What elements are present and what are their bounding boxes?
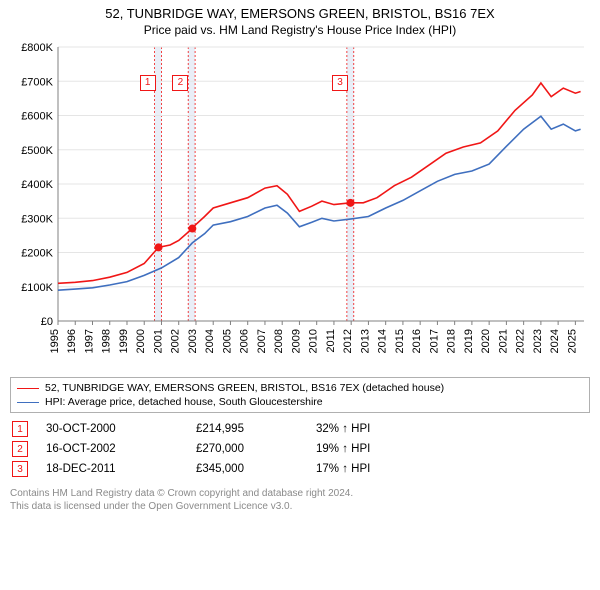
- svg-text:2012: 2012: [342, 329, 354, 353]
- svg-text:2002: 2002: [170, 329, 182, 353]
- svg-text:2001: 2001: [152, 329, 164, 353]
- legend-label-property: 52, TUNBRIDGE WAY, EMERSONS GREEN, BRIST…: [45, 381, 444, 395]
- svg-text:2019: 2019: [463, 329, 475, 353]
- svg-text:2017: 2017: [428, 329, 440, 353]
- chart-subtitle: Price paid vs. HM Land Registry's House …: [10, 23, 590, 37]
- tx-badge: 2: [12, 441, 28, 457]
- svg-text:2013: 2013: [359, 329, 371, 353]
- legend-row-hpi: HPI: Average price, detached house, Sout…: [17, 395, 583, 409]
- svg-text:2025: 2025: [566, 329, 578, 353]
- svg-text:2007: 2007: [256, 329, 268, 353]
- chart-container: 52, TUNBRIDGE WAY, EMERSONS GREEN, BRIST…: [0, 0, 600, 590]
- svg-text:£800K: £800K: [21, 43, 53, 54]
- svg-text:2011: 2011: [325, 329, 337, 353]
- svg-text:£500K: £500K: [21, 145, 53, 157]
- footer-line-1: Contains HM Land Registry data © Crown c…: [10, 487, 590, 500]
- svg-text:2020: 2020: [480, 329, 492, 353]
- title-block: 52, TUNBRIDGE WAY, EMERSONS GREEN, BRIST…: [10, 6, 590, 37]
- svg-text:£100K: £100K: [21, 282, 53, 294]
- tx-pct: 17% ↑ HPI: [316, 463, 426, 475]
- tx-pct: 32% ↑ HPI: [316, 423, 426, 435]
- svg-text:2009: 2009: [290, 329, 302, 353]
- table-row: 3 18-DEC-2011 £345,000 17% ↑ HPI: [10, 459, 590, 479]
- tx-price: £270,000: [196, 443, 316, 455]
- svg-text:1996: 1996: [66, 329, 78, 353]
- svg-text:2015: 2015: [394, 329, 406, 353]
- chart-svg: £0 £100K £200K £300K £400K £500K £600K £700K £80…: [10, 43, 590, 373]
- transactions-table: 1 30-OCT-2000 £214,995 32% ↑ HPI 2 16-OC…: [10, 419, 590, 479]
- chart-area: £0 £100K £200K £300K £400K £500K £600K £700K £80…: [10, 43, 590, 373]
- tx-badge: 1: [12, 421, 28, 437]
- tx-date: 16-OCT-2002: [46, 443, 196, 455]
- svg-text:2000: 2000: [135, 329, 147, 353]
- svg-text:2005: 2005: [221, 329, 233, 353]
- tx-date: 18-DEC-2011: [46, 463, 196, 475]
- svg-text:2003: 2003: [187, 329, 199, 353]
- svg-text:£600K: £600K: [21, 111, 53, 123]
- svg-text:2008: 2008: [273, 329, 285, 353]
- svg-text:2022: 2022: [515, 329, 527, 353]
- svg-text:£400K: £400K: [21, 179, 53, 191]
- legend-row-property: 52, TUNBRIDGE WAY, EMERSONS GREEN, BRIST…: [17, 381, 583, 395]
- legend-swatch-property: [17, 388, 39, 389]
- svg-text:2006: 2006: [239, 329, 251, 353]
- svg-text:£700K: £700K: [21, 76, 53, 88]
- svg-text:1999: 1999: [118, 329, 130, 353]
- svg-text:1997: 1997: [83, 329, 95, 353]
- legend-swatch-hpi: [17, 402, 39, 403]
- svg-text:2023: 2023: [532, 329, 544, 353]
- tx-price: £345,000: [196, 463, 316, 475]
- svg-text:2016: 2016: [411, 329, 423, 353]
- svg-text:1995: 1995: [49, 329, 61, 353]
- tx-price: £214,995: [196, 423, 316, 435]
- tx-pct: 19% ↑ HPI: [316, 443, 426, 455]
- svg-text:2018: 2018: [446, 329, 458, 353]
- svg-text:£0: £0: [41, 316, 53, 328]
- svg-text:2010: 2010: [308, 329, 320, 353]
- svg-text:2021: 2021: [497, 329, 509, 353]
- chart-title: 52, TUNBRIDGE WAY, EMERSONS GREEN, BRIST…: [10, 6, 590, 21]
- table-row: 1 30-OCT-2000 £214,995 32% ↑ HPI: [10, 419, 590, 439]
- footer: Contains HM Land Registry data © Crown c…: [10, 487, 590, 513]
- legend-label-hpi: HPI: Average price, detached house, Sout…: [45, 395, 323, 409]
- svg-text:£200K: £200K: [21, 248, 53, 260]
- tx-date: 30-OCT-2000: [46, 423, 196, 435]
- svg-text:£300K: £300K: [21, 213, 53, 225]
- table-row: 2 16-OCT-2002 £270,000 19% ↑ HPI: [10, 439, 590, 459]
- svg-text:2004: 2004: [204, 329, 216, 353]
- legend: 52, TUNBRIDGE WAY, EMERSONS GREEN, BRIST…: [10, 377, 590, 413]
- tx-badge: 3: [12, 461, 28, 477]
- svg-text:1998: 1998: [101, 329, 113, 353]
- svg-text:2024: 2024: [549, 329, 561, 353]
- footer-line-2: This data is licensed under the Open Gov…: [10, 500, 590, 513]
- svg-text:2014: 2014: [377, 329, 389, 353]
